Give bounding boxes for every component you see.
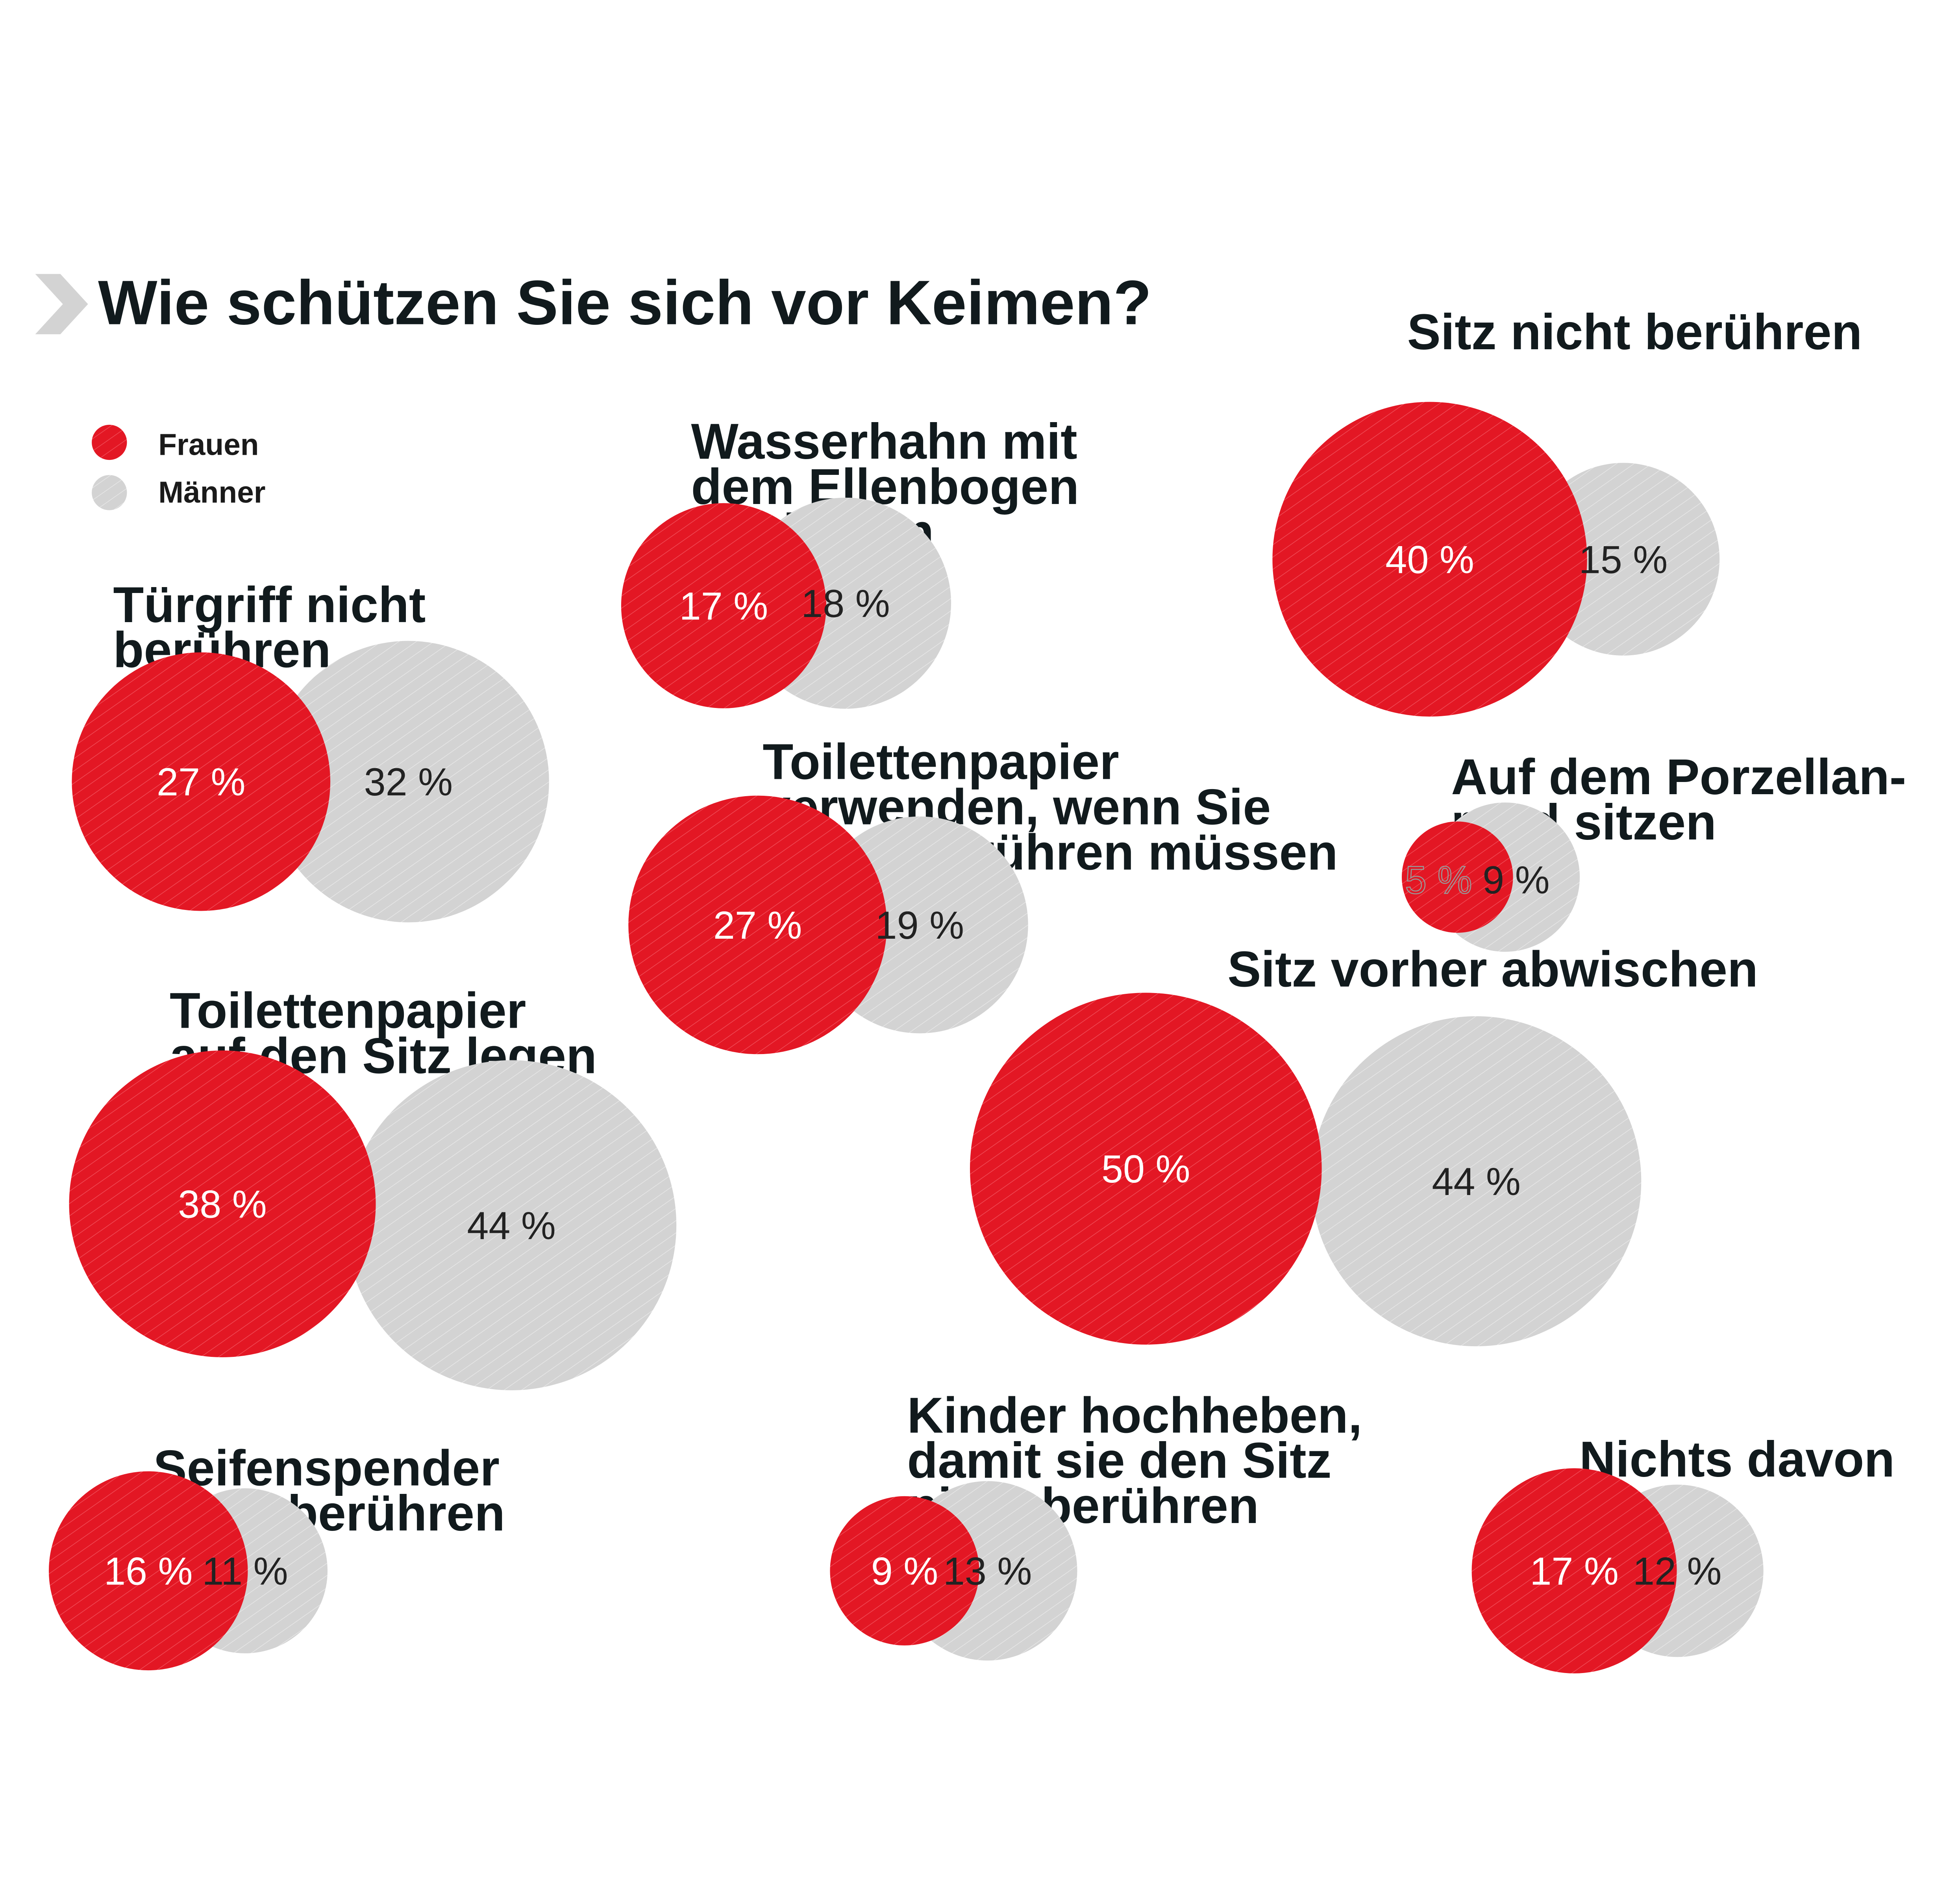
category-label: Wasserhahn mit (691, 413, 1077, 470)
bubble-frauen (1401, 821, 1513, 933)
value-label-frauen: 17 % (1530, 1549, 1618, 1593)
value-label-maenner: 44 % (1432, 1160, 1520, 1203)
value-label-maenner: 12 % (1633, 1549, 1721, 1593)
bubble-maenner (1311, 1016, 1642, 1347)
bubble-frauen (970, 993, 1322, 1345)
bubble-frauen (69, 1050, 376, 1357)
category-label: Sitz nicht berühren (1407, 304, 1862, 360)
bubble-frauen (628, 795, 887, 1054)
value-label-maenner: 13 % (943, 1549, 1032, 1593)
bubble-frauen (1272, 402, 1587, 717)
value-label-maenner: 18 % (801, 582, 890, 625)
legend-label-frauen: Frauen (158, 428, 259, 461)
value-label-frauen: 16 % (104, 1549, 192, 1593)
value-label-frauen: 50 % (1101, 1147, 1190, 1191)
value-label-frauen: 9 % (871, 1549, 938, 1593)
category-group: Sitz vorher abwischen 50 % 44 % (970, 941, 1758, 1347)
bubble-frauen (830, 1496, 979, 1645)
chevron-icon (35, 274, 88, 334)
value-label-maenner: 19 % (875, 903, 964, 947)
value-label-maenner: 11 % (202, 1549, 288, 1593)
value-label-frauen: 27 % (713, 903, 802, 947)
value-label-maenner: 44 % (467, 1204, 555, 1247)
category-label: damit sie den Sitz (907, 1432, 1331, 1489)
value-label-frauen: 5 % (1405, 858, 1472, 902)
value-label-frauen: 40 % (1385, 537, 1474, 581)
bubble-maenner (346, 1060, 677, 1390)
category-label: Türgriff nicht (113, 577, 426, 633)
category-label: Kinder hochheben, (907, 1387, 1362, 1443)
category-label: Toilettenpapier (763, 734, 1119, 790)
category-label: Toilettenpapier (170, 983, 526, 1039)
value-label-maenner: 9 % (1482, 858, 1549, 902)
category-label: Auf dem Porzellan- (1451, 749, 1906, 805)
category-label: Nichts davon (1579, 1431, 1895, 1488)
legend-swatch-frauen (92, 424, 127, 460)
category-group: Kinder hochheben,damit sie den Sitznicht… (830, 1387, 1362, 1661)
category-group: Sitz nicht berühren 40 % 15 % (1272, 304, 1862, 717)
value-label-frauen: 27 % (157, 760, 245, 804)
chart-title: Wie schützen Sie sich vor Keimen? (98, 267, 1151, 337)
value-label-maenner: 15 % (1579, 537, 1668, 581)
value-label-maenner: 32 % (364, 760, 453, 804)
bubble-frauen (1471, 1468, 1677, 1673)
category-group: Nichts davon 17 % 12 % (1471, 1431, 1895, 1673)
value-label-frauen: 38 % (178, 1182, 267, 1226)
category-label: Sitz vorher abwischen (1227, 941, 1758, 997)
bubble-frauen (621, 503, 826, 708)
bubble-maenner (267, 641, 549, 923)
category-label: verwenden, wenn Sie (763, 779, 1271, 836)
bubble-frauen (48, 1471, 248, 1671)
legend-swatch-maenner (92, 475, 127, 510)
bubble-frauen (72, 652, 331, 911)
legend-label-maenner: Männer (158, 476, 265, 510)
value-label-frauen: 17 % (679, 584, 768, 628)
category-label: Seifenspender (154, 1440, 500, 1496)
